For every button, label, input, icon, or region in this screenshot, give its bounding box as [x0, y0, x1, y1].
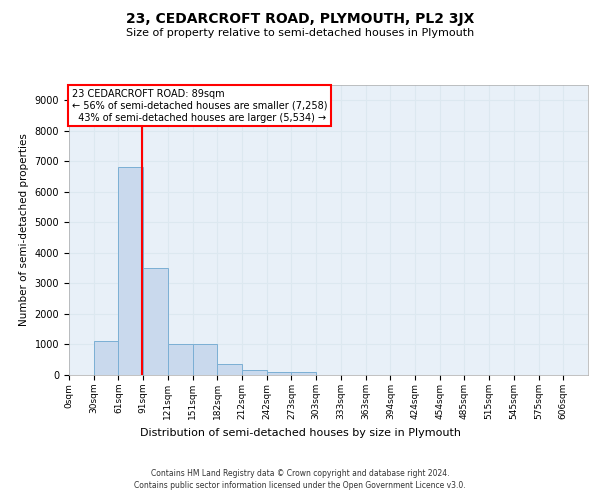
Bar: [94, 342, 118, 375]
Bar: [267, 372, 292, 375]
Bar: [118, 168, 143, 375]
Text: Size of property relative to semi-detached houses in Plymouth: Size of property relative to semi-detach…: [126, 28, 474, 38]
Text: 23 CEDARCROFT ROAD: 89sqm
← 56% of semi-detached houses are smaller (7,258)
  43: 23 CEDARCROFT ROAD: 89sqm ← 56% of semi-…: [71, 90, 327, 122]
Bar: [217, 364, 242, 375]
Bar: [292, 372, 316, 375]
Bar: [143, 268, 168, 375]
Text: Contains public sector information licensed under the Open Government Licence v3: Contains public sector information licen…: [134, 481, 466, 490]
Text: 23, CEDARCROFT ROAD, PLYMOUTH, PL2 3JX: 23, CEDARCROFT ROAD, PLYMOUTH, PL2 3JX: [126, 12, 474, 26]
Text: Contains HM Land Registry data © Crown copyright and database right 2024.: Contains HM Land Registry data © Crown c…: [151, 468, 449, 477]
Text: Distribution of semi-detached houses by size in Plymouth: Distribution of semi-detached houses by …: [139, 428, 461, 438]
Y-axis label: Number of semi-detached properties: Number of semi-detached properties: [19, 134, 29, 326]
Bar: [193, 344, 217, 375]
Bar: [168, 344, 193, 375]
Bar: [242, 370, 267, 375]
